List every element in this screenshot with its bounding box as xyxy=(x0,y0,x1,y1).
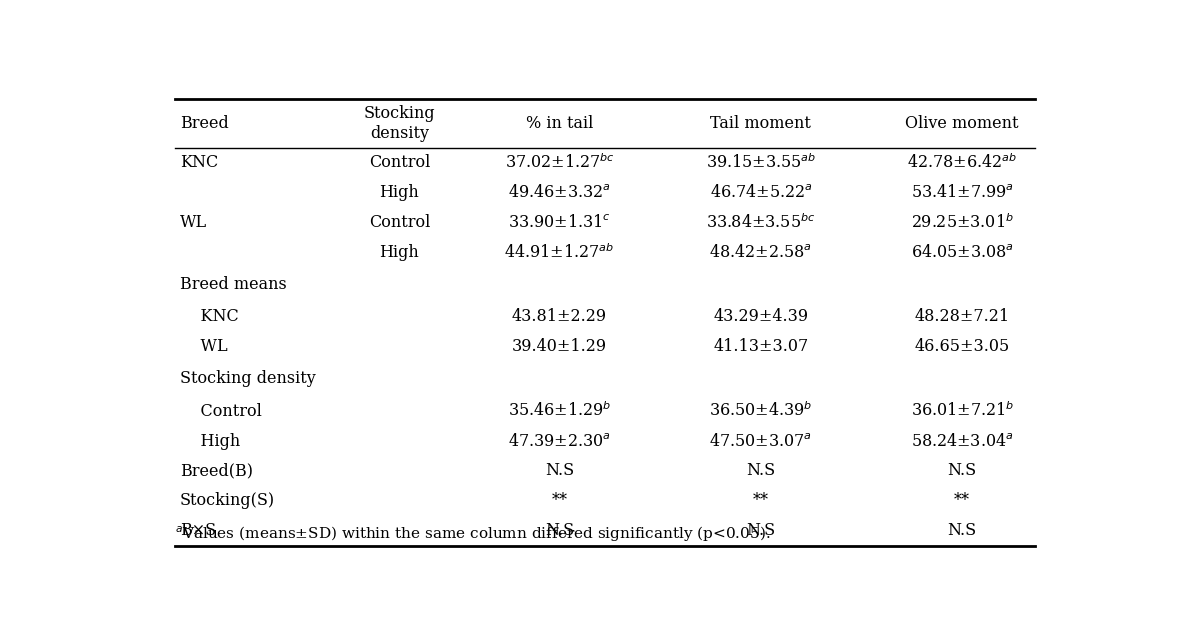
Text: 46.74±5.22$^{a}$: 46.74±5.22$^{a}$ xyxy=(710,184,813,201)
Text: High: High xyxy=(180,433,240,450)
Text: 41.13±3.07: 41.13±3.07 xyxy=(713,338,809,356)
Text: 58.24±3.04$^{a}$: 58.24±3.04$^{a}$ xyxy=(911,433,1013,450)
Text: High: High xyxy=(379,244,419,261)
Text: N.S: N.S xyxy=(746,463,776,480)
Text: 48.42±2.58$^{a}$: 48.42±2.58$^{a}$ xyxy=(710,244,813,261)
Text: 64.05±3.08$^{a}$: 64.05±3.08$^{a}$ xyxy=(911,244,1013,261)
Text: WL: WL xyxy=(180,214,207,231)
Text: Breed(B): Breed(B) xyxy=(180,463,253,480)
Text: Control: Control xyxy=(180,403,261,419)
Text: 33.84±3.55$^{bc}$: 33.84±3.55$^{bc}$ xyxy=(706,213,816,232)
Text: 36.01±7.21$^{b}$: 36.01±7.21$^{b}$ xyxy=(911,402,1013,421)
Text: % in tail: % in tail xyxy=(526,115,593,132)
Text: 53.41±7.99$^{a}$: 53.41±7.99$^{a}$ xyxy=(911,184,1013,201)
Text: 47.39±2.30$^{a}$: 47.39±2.30$^{a}$ xyxy=(508,433,611,450)
Text: 42.78±6.42$^{ab}$: 42.78±6.42$^{ab}$ xyxy=(907,153,1017,172)
Text: High: High xyxy=(379,184,419,201)
Text: Control: Control xyxy=(368,214,430,231)
Text: **: ** xyxy=(752,492,769,509)
Text: Stocking
density: Stocking density xyxy=(364,105,435,142)
Text: 37.02±1.27$^{bc}$: 37.02±1.27$^{bc}$ xyxy=(504,153,614,172)
Text: B×S: B×S xyxy=(180,522,216,539)
Text: **: ** xyxy=(954,492,971,509)
Text: 43.81±2.29: 43.81±2.29 xyxy=(511,308,607,325)
Text: KNC: KNC xyxy=(180,308,239,325)
Text: 48.28±7.21: 48.28±7.21 xyxy=(914,308,1010,325)
Text: N.S: N.S xyxy=(947,522,977,539)
Text: KNC: KNC xyxy=(180,154,218,171)
Text: N.S: N.S xyxy=(947,463,977,480)
Text: 47.50±3.07$^{a}$: 47.50±3.07$^{a}$ xyxy=(710,433,813,450)
Text: 29.25±3.01$^{b}$: 29.25±3.01$^{b}$ xyxy=(911,213,1013,232)
Text: 39.40±1.29: 39.40±1.29 xyxy=(511,338,607,356)
Text: Stocking density: Stocking density xyxy=(180,371,315,387)
Text: Breed: Breed xyxy=(180,115,228,132)
Text: Olive moment: Olive moment xyxy=(906,115,1019,132)
Text: Stocking(S): Stocking(S) xyxy=(180,492,275,509)
Text: 49.46±3.32$^{a}$: 49.46±3.32$^{a}$ xyxy=(508,184,611,201)
Text: Control: Control xyxy=(368,154,430,171)
Text: WL: WL xyxy=(180,338,227,356)
Text: N.S: N.S xyxy=(746,522,776,539)
Text: 36.50±4.39$^{b}$: 36.50±4.39$^{b}$ xyxy=(709,402,813,421)
Text: 44.91±1.27$^{ab}$: 44.91±1.27$^{ab}$ xyxy=(504,243,614,262)
Text: 46.65±3.05: 46.65±3.05 xyxy=(914,338,1010,356)
Text: Breed means: Breed means xyxy=(180,276,287,293)
Text: **: ** xyxy=(552,492,568,509)
Text: $^{a}$Values (means±SD) within the same column differed significantly (p<0.05).: $^{a}$Values (means±SD) within the same … xyxy=(175,524,770,544)
Text: 43.29±4.39: 43.29±4.39 xyxy=(713,308,809,325)
Text: 35.46±1.29$^{b}$: 35.46±1.29$^{b}$ xyxy=(508,402,611,421)
Text: N.S: N.S xyxy=(544,522,574,539)
Text: Tail moment: Tail moment xyxy=(711,115,811,132)
Text: 39.15±3.55$^{ab}$: 39.15±3.55$^{ab}$ xyxy=(706,153,816,172)
Text: 33.90±1.31$^{c}$: 33.90±1.31$^{c}$ xyxy=(508,214,611,231)
Text: N.S: N.S xyxy=(544,463,574,480)
